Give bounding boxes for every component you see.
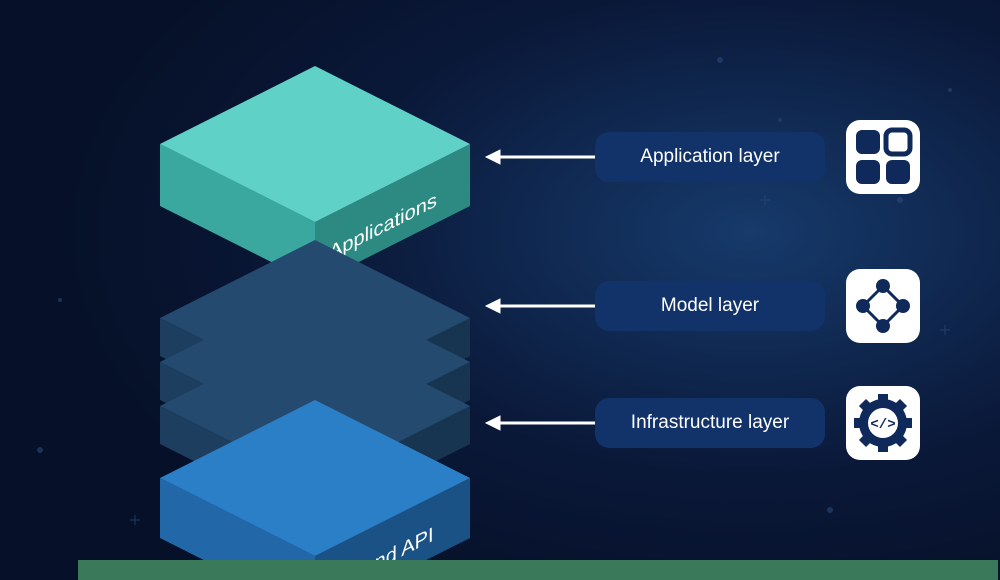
infra-icon: </> [846, 386, 920, 460]
apps-icon [846, 120, 920, 194]
diagram-stage: ApplicationsHyper local AI modelsSpecifi… [0, 0, 1000, 580]
label-text-model-layer: Model layer [661, 295, 759, 317]
footer-bar [78, 560, 998, 580]
label-application-layer: Application layer [595, 132, 825, 182]
svg-text:</>: </> [870, 417, 895, 433]
slab-label-hyper-local: Hyper local AI models [329, 355, 415, 428]
model-icon [846, 269, 920, 343]
label-text-infrastructure-layer: Infrastructure layer [631, 412, 789, 434]
label-text-application-layer: Application layer [640, 146, 779, 168]
label-model-layer: Model layer [595, 281, 825, 331]
slab-label-applications: Applications [329, 189, 437, 264]
label-infrastructure-layer: Infrastructure layer [595, 398, 825, 448]
